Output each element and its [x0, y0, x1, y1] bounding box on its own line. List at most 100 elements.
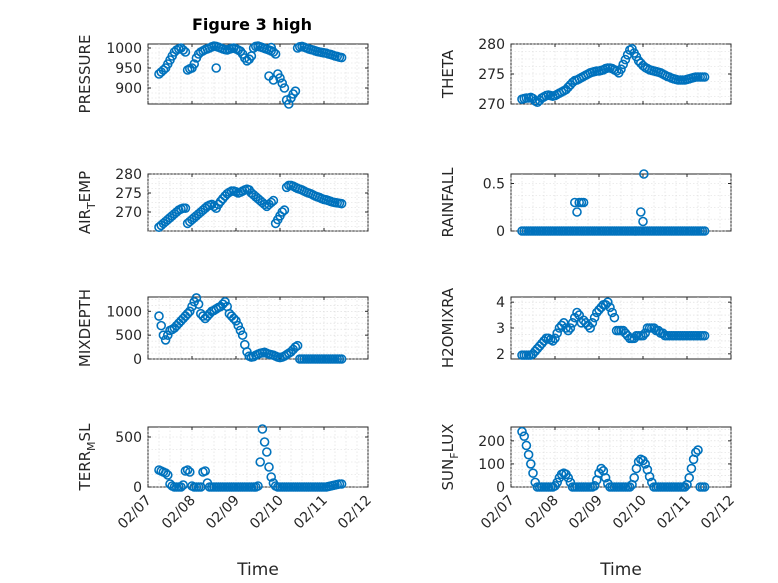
- y-axis-label: AIRTEMP: [76, 171, 98, 234]
- y-tick-label: 0.5: [483, 177, 505, 193]
- data-point: [191, 293, 202, 303]
- data-point: [193, 299, 204, 309]
- data-point: [277, 207, 288, 217]
- data-point: [517, 426, 527, 437]
- data-point: [154, 311, 164, 321]
- data-point: [233, 320, 243, 331]
- data-point: [567, 318, 578, 328]
- x-axis-label: Time: [236, 560, 279, 580]
- y-tick-label: 900: [115, 81, 142, 97]
- data-point: [253, 481, 263, 491]
- y-tick-label: 275: [478, 67, 505, 83]
- data-point: [264, 462, 274, 472]
- data-point: [565, 323, 576, 333]
- data-point: [178, 480, 188, 490]
- subplot-1: 900 950 1000 PRESSURE: [76, 35, 369, 113]
- data-point: [552, 477, 563, 488]
- y-axis-label: H2OMIXRA: [439, 287, 457, 368]
- data-point: [292, 340, 303, 351]
- x-tick-label: 02/10: [610, 493, 650, 533]
- data-point: [158, 65, 169, 75]
- data-point: [547, 336, 558, 346]
- data-point: [572, 307, 582, 318]
- y-axis-label: TERRMSL: [76, 423, 98, 492]
- y-tick-label: 950: [115, 61, 142, 77]
- axes-box: [147, 426, 369, 488]
- x-axis-label: Time: [599, 560, 642, 580]
- x-tick-label: 02/12: [698, 493, 738, 533]
- data-point: [261, 447, 272, 457]
- data-point: [220, 296, 230, 307]
- y-tick-label: 100: [478, 457, 505, 473]
- data-point: [624, 482, 635, 492]
- data-point: [640, 459, 651, 469]
- data-point: [336, 354, 347, 364]
- data-point: [611, 66, 622, 76]
- y-tick-label: 270: [115, 205, 142, 221]
- data-point: [189, 59, 199, 69]
- data-point: [266, 42, 277, 53]
- data-point: [160, 335, 171, 345]
- data-point: [290, 86, 301, 96]
- data-point: [589, 481, 600, 491]
- data-point: [268, 195, 279, 206]
- data-point: [563, 472, 574, 483]
- y-tick-label: 200: [478, 434, 505, 450]
- data-point: [229, 313, 239, 324]
- data-point: [176, 482, 186, 492]
- data-point: [644, 471, 655, 482]
- data-point: [270, 49, 281, 59]
- data-point: [235, 325, 246, 336]
- data-point: [629, 472, 640, 483]
- y-tick-label: 270: [478, 97, 505, 113]
- data-point: [240, 53, 250, 63]
- data-point: [257, 424, 268, 434]
- y-tick-label: 2: [496, 347, 505, 363]
- data-point: [572, 207, 582, 217]
- data-point: [209, 201, 219, 212]
- data-point: [686, 463, 697, 474]
- data-point: [563, 325, 574, 336]
- data-point: [290, 342, 301, 352]
- data-point: [576, 197, 587, 208]
- subplot-6: 2 3 4 H2OMIXRA: [439, 287, 732, 368]
- data-point: [528, 468, 538, 478]
- data-point: [561, 323, 571, 333]
- data-point: [275, 73, 285, 83]
- y-axis-label: MIXDEPTH: [76, 289, 94, 367]
- data-point: [158, 330, 169, 340]
- axes-box: [510, 426, 732, 488]
- data-point: [156, 320, 166, 331]
- data-point: [336, 198, 347, 209]
- data-point: [607, 307, 618, 318]
- data-point: [266, 197, 277, 208]
- data-point: [259, 437, 270, 447]
- y-tick-label: 280: [478, 37, 505, 53]
- subplot-5: 0 500 1000 MIXDEPTH: [76, 289, 369, 368]
- y-axis-label: THETA: [439, 49, 457, 99]
- x-tick-label: 02/11: [291, 493, 331, 533]
- data-point: [679, 482, 690, 492]
- x-tick-label: 02/10: [247, 493, 287, 533]
- data-point: [288, 89, 299, 99]
- data-point: [609, 312, 620, 323]
- data-point: [589, 312, 600, 323]
- y-tick-label: 500: [115, 328, 142, 344]
- x-tick-label: 02/08: [159, 493, 199, 533]
- x-tick-label: 02/09: [203, 493, 243, 533]
- data-point: [160, 468, 171, 478]
- data-point: [638, 216, 648, 227]
- y-axis-label: SUNFLUX: [439, 424, 461, 491]
- y-tick-label: 275: [115, 186, 142, 202]
- data-point: [616, 64, 626, 74]
- data-point: [283, 99, 294, 109]
- x-tick-label: 02/09: [566, 493, 606, 533]
- data-point: [618, 59, 629, 70]
- data-point: [600, 472, 611, 483]
- data-point: [693, 445, 703, 455]
- data-point: [255, 457, 266, 467]
- data-point: [699, 482, 710, 492]
- y-tick-label: 0: [133, 352, 142, 368]
- data-point: [211, 63, 221, 73]
